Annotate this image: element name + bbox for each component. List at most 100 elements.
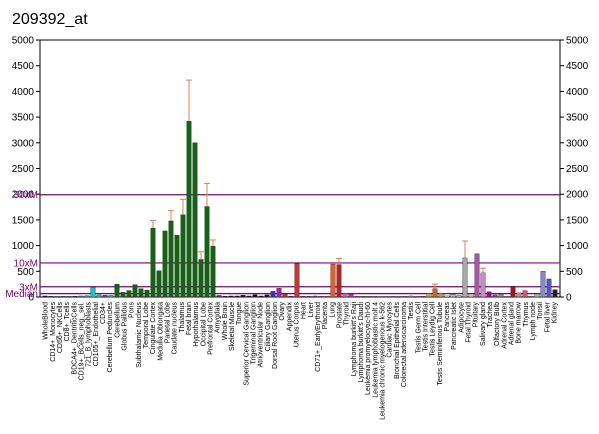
category-label: Adrenal gland [508,302,515,345]
category-label: Cingulate Cortex [150,302,157,355]
bar [48,296,54,298]
bar [144,289,150,298]
category-label: Prostate [336,302,343,328]
category-label: Subthalamic Nucleus [136,302,143,368]
category-label: CD14+_Monocytes [50,302,57,362]
category-label: Cardiac Myocytes [387,302,394,358]
bar [474,253,480,298]
reference-line-label: 10xM [14,258,38,269]
category-label: Thalamus [179,302,186,333]
category-label: Lymphoma burkitt's Raji [351,302,358,377]
bar [408,295,414,298]
category-label: Fetal Thyroid [465,302,472,343]
bar [360,296,366,298]
category-label: Appendix [286,302,293,332]
bar [246,295,252,298]
bar [390,296,396,298]
y-axis-right: 0 500 1000 1500 2000 2500 3000 3500 4000 4500 5000 [560,36,589,304]
bar [258,295,264,298]
bar [528,296,534,298]
y-tick-label-left: 2000 [12,190,35,201]
category-label: 721_B_lymphoblasts [86,302,93,367]
bar [186,121,192,298]
category-label: Lung [329,302,336,318]
y-tick-label-right: 1000 [566,241,589,252]
category-label: Tonsil [537,302,544,320]
bar [120,292,126,298]
bar [330,263,336,298]
reference-line-label: 30xM [14,190,38,201]
bar [468,293,474,298]
category-label: Fetal brain [186,302,193,335]
category-label: Dorsal Root Ganglion [272,302,279,369]
y-axis-left: 0 500 1000 1500 2000 2500 3000 3500 4000 4500 5000 [12,36,40,304]
bar [240,295,246,298]
bar [138,288,144,298]
y-tick-label-right: 5000 [566,36,589,47]
bar [306,296,312,298]
bar [438,292,444,298]
category-label: Pancreatic Islet [451,302,458,350]
bar [480,272,486,298]
bar [420,296,426,298]
category-label: Olfactory Bulb [494,302,501,346]
category-label: Occipital Lobe [200,302,207,346]
bar [282,293,288,298]
category-label: Testis Leydig Cell [430,302,437,357]
category-label: Pancreas [444,302,451,332]
bar [426,293,432,298]
category-label: Amygdala [215,302,222,333]
y-tick-label-right: 3500 [566,113,589,124]
bar [372,296,378,298]
y-tick-label-right: 500 [566,267,583,278]
category-label: Atrioventricular Node [258,302,265,367]
bar [498,293,504,298]
bar [228,295,234,298]
category-label: Parietal Lobe [164,302,171,343]
bar [432,288,438,298]
bar [54,296,60,298]
bar [510,286,516,298]
y-tick-label-right: 4500 [566,61,589,72]
category-label: Liver [308,301,315,317]
category-label: Temporal Lobe [143,302,150,348]
bar [162,230,168,298]
category-label: Leukemia chronic myelogenous k-562 [379,302,386,420]
y-tick-label-left: 0 [28,293,34,304]
bar [546,278,552,298]
bar [222,296,228,298]
bar [318,296,324,298]
category-label: Heart [301,302,308,319]
category-label: Medulla Oblongata [157,302,164,361]
bar [42,295,48,298]
bar [378,296,384,298]
bar [72,296,78,298]
bar [114,283,120,298]
y-tick-label-right: 0 [566,293,572,304]
y-tick-label-left: 5000 [12,36,35,47]
bar [156,270,162,298]
bar [174,235,180,298]
category-label: Placenta [322,302,329,329]
category-label: Caudate nucleus [172,302,179,355]
category-label: BDCA4+_DentriticCells [71,302,78,375]
bar [216,295,222,298]
bar [264,294,270,298]
y-tick-label-left: 3000 [12,138,35,149]
y-tick-label-right: 3000 [566,138,589,149]
bar [252,294,258,298]
bar [180,214,186,298]
category-label: Salivary gland [480,302,487,346]
category-label: Superior Cervical Ganglion [243,302,250,386]
category-label: CD105+_Endothelial [93,302,100,367]
bar [198,259,204,298]
bar [414,296,420,298]
bar [396,296,402,298]
bar [108,295,114,298]
category-label: Skeletal Muscle [229,302,236,351]
bar [294,263,300,298]
category-label: Trigeminal Ganglion [250,302,257,364]
category-label: CD56+_NKCells [57,302,64,354]
bar [522,290,528,298]
